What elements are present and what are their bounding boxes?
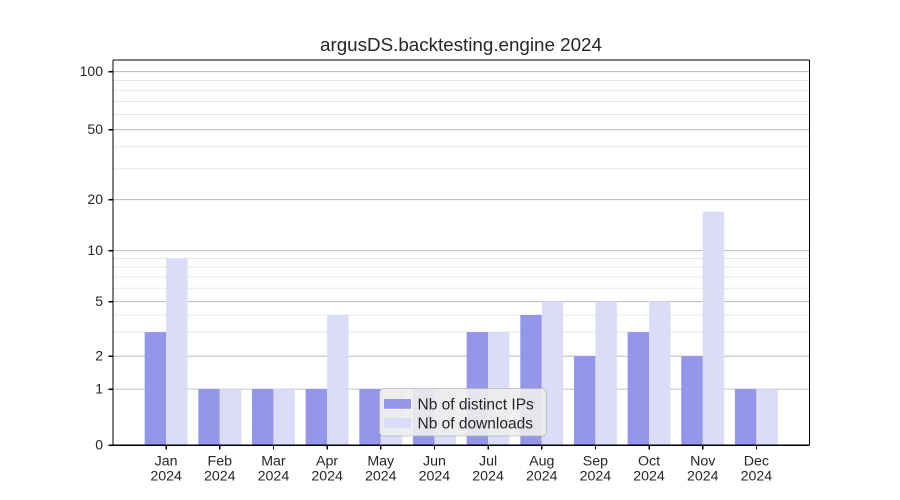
svg-text:Jul: Jul	[479, 454, 497, 470]
svg-text:2024: 2024	[741, 469, 773, 485]
svg-text:Jan: Jan	[155, 454, 178, 470]
svg-text:2024: 2024	[311, 469, 343, 485]
svg-text:Mar: Mar	[261, 454, 286, 470]
svg-text:argusDS.backtesting.engine 202: argusDS.backtesting.engine 2024	[320, 34, 602, 55]
svg-text:100: 100	[80, 63, 104, 79]
svg-text:2024: 2024	[687, 469, 719, 485]
svg-text:2024: 2024	[580, 469, 612, 485]
svg-text:2024: 2024	[365, 469, 397, 485]
svg-text:Nb of distinct IPs: Nb of distinct IPs	[418, 397, 535, 414]
svg-text:0: 0	[95, 437, 103, 453]
svg-text:2024: 2024	[258, 469, 290, 485]
svg-text:Nb of downloads: Nb of downloads	[418, 416, 534, 433]
svg-text:Apr: Apr	[316, 454, 338, 470]
svg-text:50: 50	[87, 121, 103, 137]
svg-text:2024: 2024	[633, 469, 665, 485]
svg-text:Sep: Sep	[583, 454, 608, 470]
svg-text:5: 5	[95, 293, 103, 309]
svg-text:2024: 2024	[204, 469, 236, 485]
svg-text:Oct: Oct	[638, 454, 660, 470]
svg-text:Dec: Dec	[744, 454, 769, 470]
svg-text:1: 1	[95, 381, 103, 397]
svg-text:Nov: Nov	[690, 454, 716, 470]
svg-text:2024: 2024	[419, 469, 451, 485]
svg-text:20: 20	[87, 191, 103, 207]
svg-text:2: 2	[95, 348, 103, 364]
svg-text:2024: 2024	[150, 469, 182, 485]
svg-text:2024: 2024	[526, 469, 558, 485]
svg-text:10: 10	[87, 242, 103, 258]
svg-text:Aug: Aug	[529, 454, 554, 470]
svg-text:2024: 2024	[472, 469, 504, 485]
svg-text:Feb: Feb	[208, 454, 233, 470]
svg-text:Jun: Jun	[423, 454, 446, 470]
svg-text:May: May	[367, 454, 395, 470]
